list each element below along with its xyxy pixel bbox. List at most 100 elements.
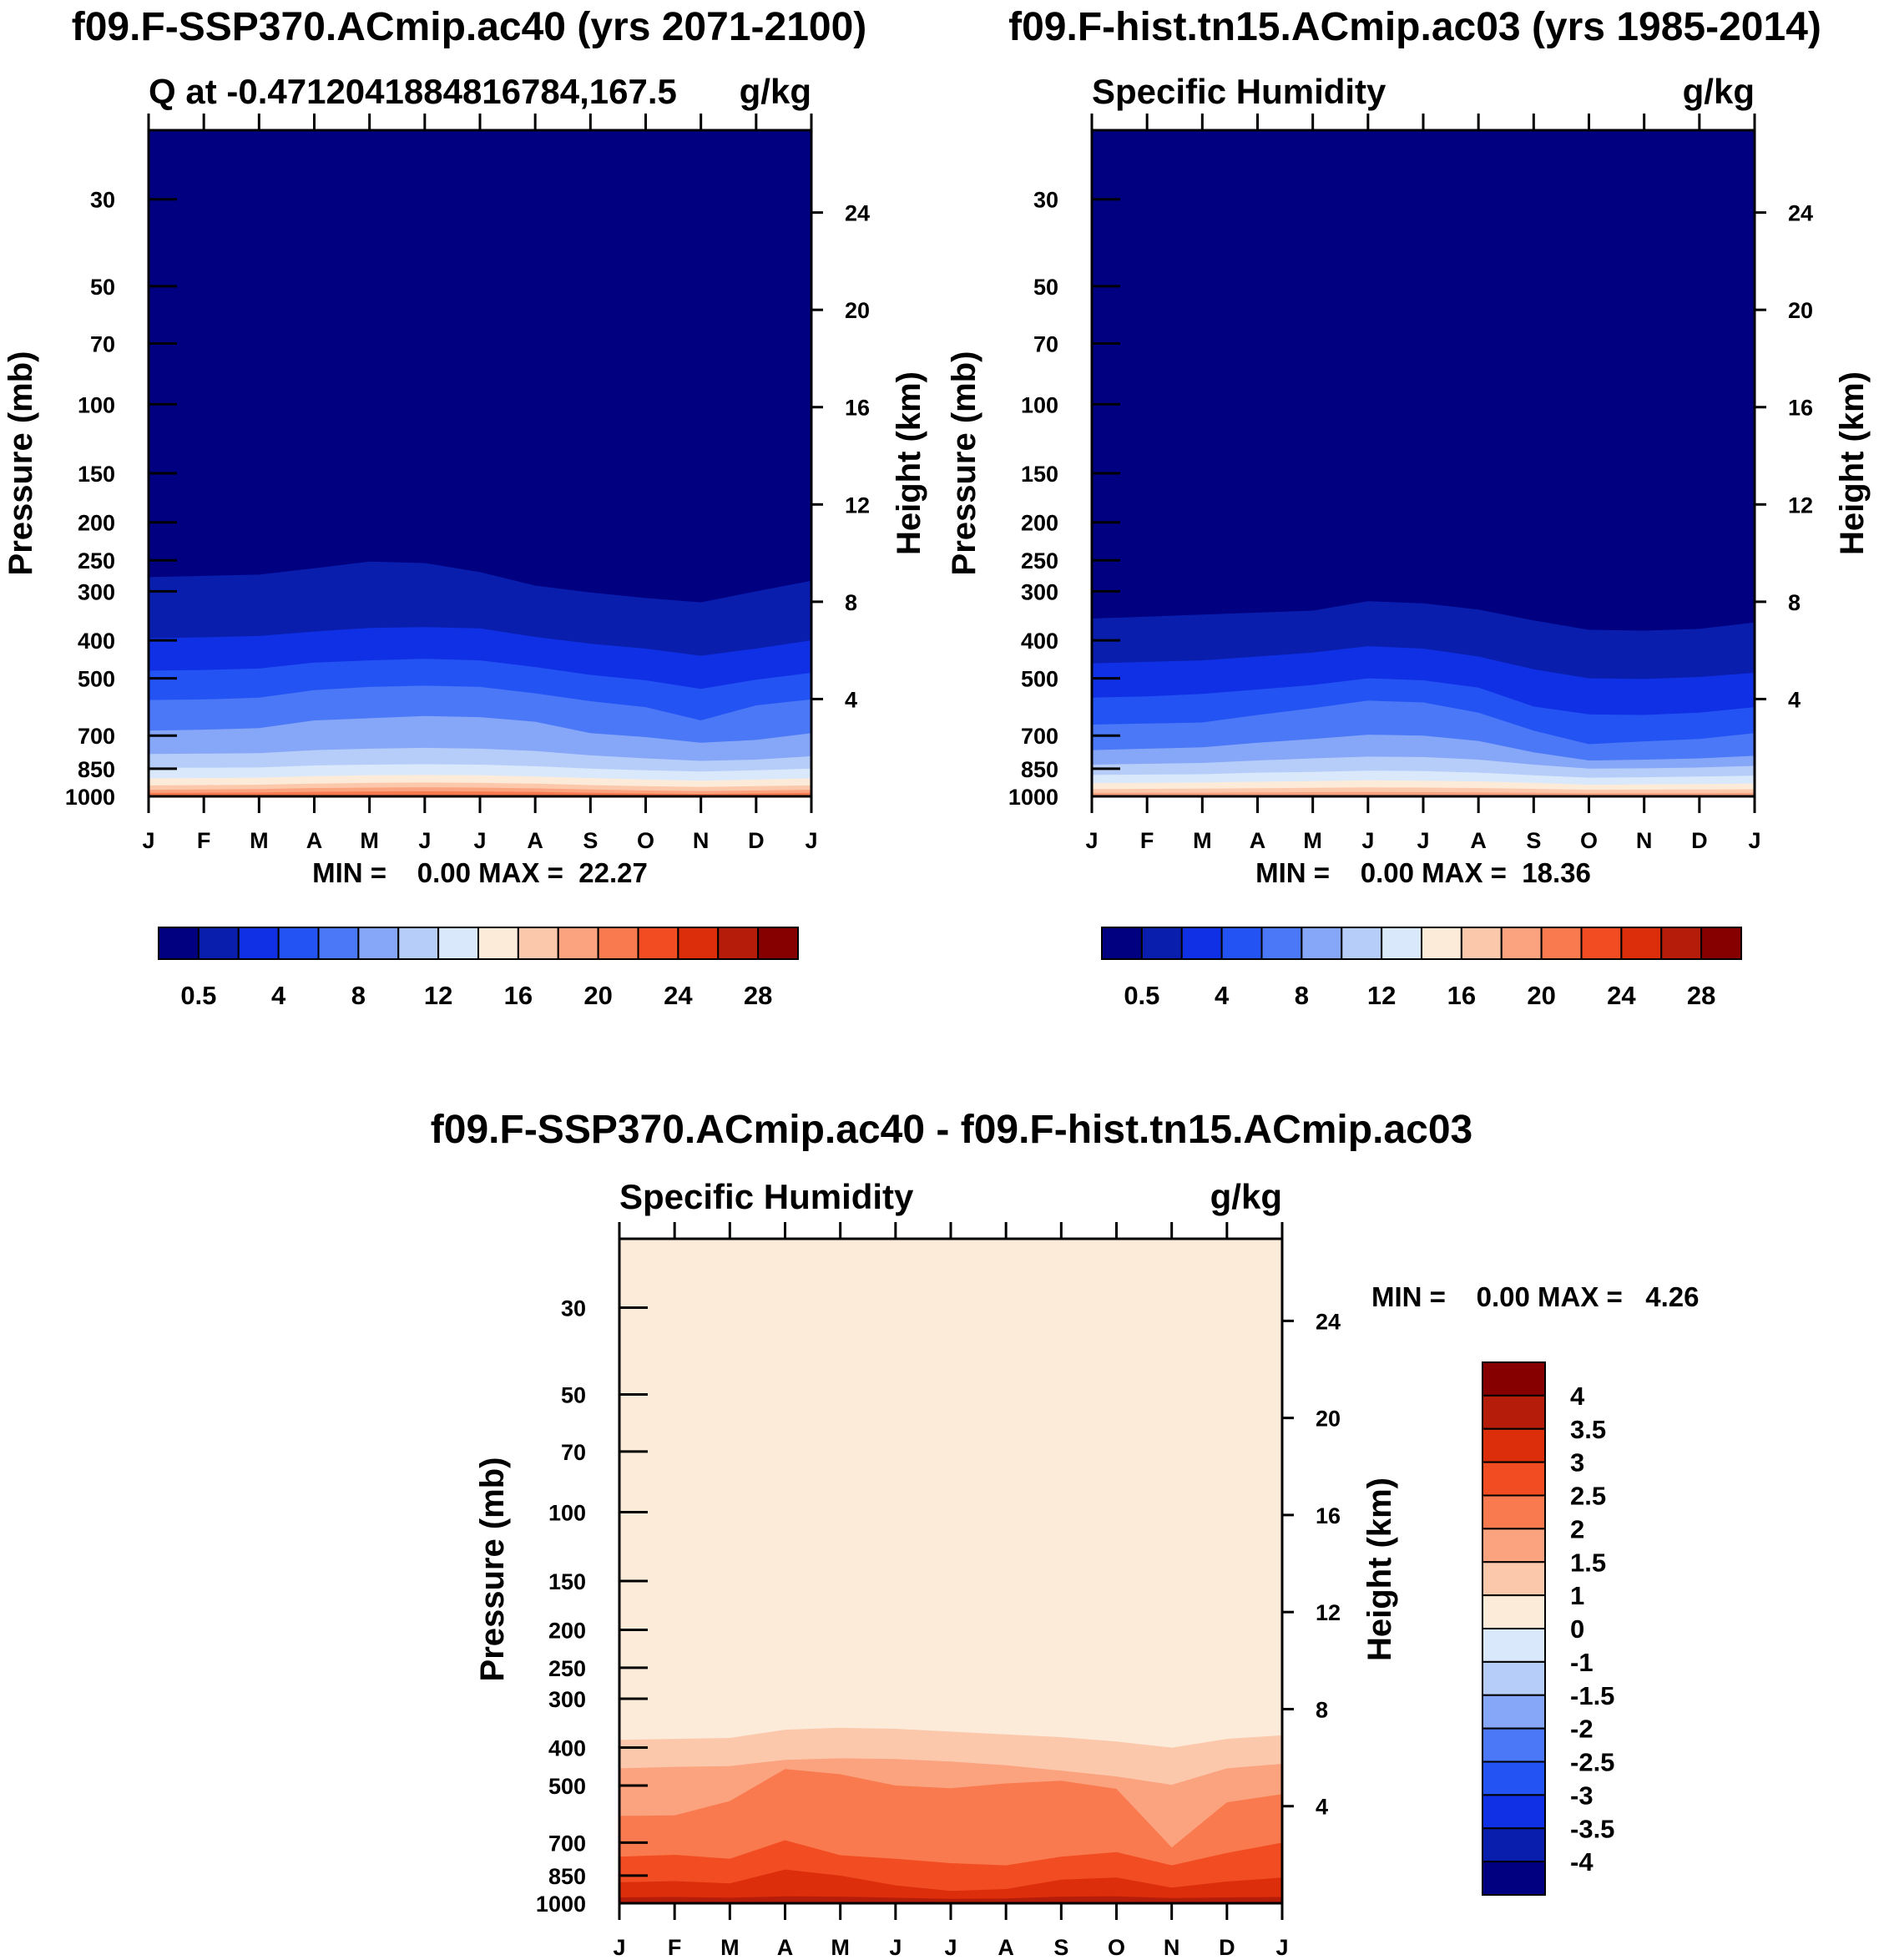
- panel-a-title: f09.F-SSP370.ACmip.ac40 (yrs 2071-2100): [72, 5, 867, 49]
- colorbar-cell: [1482, 1361, 1546, 1397]
- height-tick-label: 8: [845, 590, 857, 615]
- month-label: J: [889, 1935, 902, 1960]
- pressure-tick-label: 250: [1021, 548, 1058, 573]
- panel-diff-colorbar: 4 3.5 3 2.5 2 1.5 1 0 -1 -1.5 -2 -2.5 -3 -3.5 -4: [1482, 1361, 1614, 1896]
- pressure-tick-label: 150: [78, 462, 115, 487]
- month-label: J: [473, 828, 486, 853]
- colorbar-label: 12: [1367, 981, 1396, 1010]
- colorbar-cell: [1482, 1727, 1546, 1763]
- month-label: J: [805, 828, 817, 853]
- pressure-tick-label: 50: [561, 1382, 586, 1407]
- height-tick-label: 4: [845, 687, 857, 712]
- month-label: M: [1193, 828, 1212, 853]
- panel-b-contour-fills: [1092, 130, 1755, 796]
- pressure-tick-label: 70: [1033, 332, 1058, 357]
- month-label: M: [360, 828, 379, 853]
- colorbar-cell: [637, 927, 679, 960]
- colorbar-cell: [237, 927, 280, 960]
- month-label: M: [720, 1935, 740, 1960]
- pressure-tick-label: 500: [78, 667, 115, 692]
- colorbar-label: 24: [664, 981, 693, 1010]
- pressure-tick-label: 400: [78, 629, 115, 654]
- panel-diff-title: f09.F-SSP370.ACmip.ac40 - f09.F-hist.tn1…: [431, 1108, 1472, 1152]
- colorbar-cell: [517, 927, 559, 960]
- colorbar-cell: [1460, 927, 1503, 960]
- month-label: J: [1085, 828, 1098, 853]
- pressure-tick-label: 400: [1021, 629, 1058, 654]
- colorbar-label: 3.5: [1570, 1415, 1606, 1444]
- panel-a-subtitle-right: g/kg: [740, 72, 811, 111]
- panel-b-title: f09.F-hist.tn15.ACmip.ac03 (yrs 1985-201…: [1008, 5, 1821, 49]
- month-label: J: [944, 1935, 957, 1960]
- colorbar-label: -4: [1570, 1847, 1594, 1877]
- colorbar-cell: [1482, 1594, 1546, 1629]
- panel-b-colorbar: 0.5 4 8 12 16 20 24 28: [1101, 927, 1742, 1010]
- height-tick-label: 4: [1788, 687, 1801, 712]
- panel-b-axes: 30 50 70 100 150 200 250 300 400 500 700 850 1000 24 2…: [1008, 114, 1813, 853]
- height-tick-label: 8: [1788, 590, 1801, 615]
- pressure-tick-label: 30: [561, 1296, 586, 1321]
- pressure-tick-label: 300: [548, 1687, 586, 1712]
- colorbar-cell: [1301, 927, 1343, 960]
- colorbar-cell: [437, 927, 479, 960]
- month-label: A: [1470, 828, 1487, 853]
- height-tick-label: 12: [1788, 493, 1813, 518]
- pressure-tick-label: 700: [78, 724, 115, 749]
- month-label: J: [1417, 828, 1429, 853]
- colorbar-label: 12: [424, 981, 452, 1010]
- panel-diff-subtitle-left: Specific Humidity: [619, 1177, 914, 1216]
- pressure-tick-label: 70: [561, 1440, 586, 1465]
- colorbar-label: -3.5: [1570, 1814, 1614, 1843]
- panel-a-ylabel: Pressure (mb): [3, 351, 39, 576]
- height-tick-label: 16: [1316, 1503, 1341, 1528]
- month-label: A: [306, 828, 323, 853]
- month-label: N: [693, 828, 710, 853]
- colorbar-cell: [1482, 1394, 1546, 1430]
- height-tick-label: 24: [845, 201, 870, 226]
- panel-diff-contour-fills: [619, 1239, 1282, 1903]
- colorbar-cell: [1482, 1528, 1546, 1563]
- colorbar-label: 0.5: [1124, 981, 1159, 1010]
- panel-b-subtitle-right: g/kg: [1683, 72, 1755, 111]
- colorbar-cell: [1220, 927, 1263, 960]
- height-tick-label: 24: [1788, 201, 1813, 226]
- colorbar-label: -3: [1570, 1781, 1594, 1810]
- colorbar-label: 20: [1527, 981, 1555, 1010]
- colorbar-cell: [1180, 927, 1223, 960]
- panel-a-y2label: Height (km): [891, 371, 927, 555]
- colorbar-label: 28: [744, 981, 772, 1010]
- pressure-tick-label: 70: [90, 332, 115, 357]
- colorbar-cell: [357, 927, 400, 960]
- colorbar-cell: [477, 927, 519, 960]
- panel-a-contour-fills: [149, 130, 811, 796]
- colorbar-cell: [1482, 1494, 1546, 1530]
- month-label: J: [418, 828, 431, 853]
- colorbar-cell: [1482, 1760, 1546, 1796]
- month-label: A: [998, 1935, 1014, 1960]
- panel-diff-subtitle-right: g/kg: [1210, 1177, 1282, 1216]
- contour-band: [619, 1896, 1282, 1903]
- pressure-tick-label: 1000: [536, 1892, 586, 1917]
- colorbar-label: 20: [583, 981, 612, 1010]
- colorbar-cell: [1482, 1694, 1546, 1730]
- colorbar-label: -1.5: [1570, 1681, 1614, 1710]
- panel-a-subtitle-left: Q at -0.4712041884816784,167.5: [149, 72, 677, 111]
- colorbar-label: 0.5: [180, 981, 216, 1010]
- colorbar-label: 1: [1570, 1581, 1584, 1610]
- colorbar-cell: [1482, 1660, 1546, 1696]
- colorbar-label: 8: [1295, 981, 1309, 1010]
- pressure-tick-label: 850: [548, 1864, 586, 1889]
- pressure-tick-label: 300: [1021, 579, 1058, 604]
- colorbar-label: 3: [1570, 1448, 1584, 1478]
- colorbar-cell: [597, 927, 639, 960]
- colorbar-cell: [317, 927, 360, 960]
- colorbar-cell: [1421, 927, 1462, 960]
- panel-b-ylabel: Pressure (mb): [946, 351, 982, 576]
- height-tick-label: 16: [1788, 396, 1813, 421]
- height-tick-label: 20: [845, 298, 870, 323]
- colorbar-cell: [1140, 927, 1183, 960]
- panel-diff-y2label: Height (km): [1361, 1478, 1398, 1661]
- panel-b: f09.F-hist.tn15.ACmip.ac03 (yrs 1985-201…: [946, 5, 1871, 1010]
- month-label: S: [583, 828, 598, 853]
